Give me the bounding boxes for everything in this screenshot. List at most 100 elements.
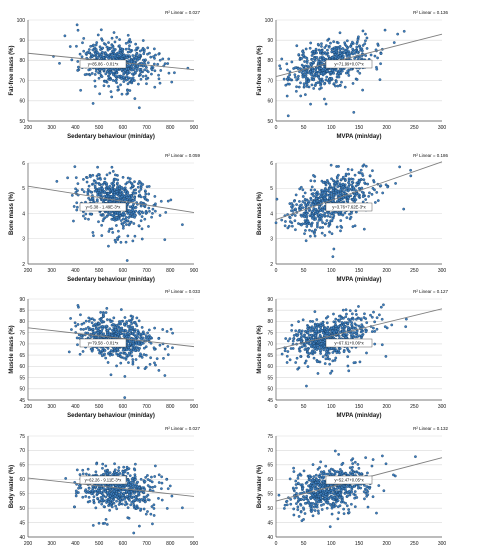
data-point	[339, 192, 341, 194]
data-point	[143, 53, 145, 55]
data-point	[333, 493, 335, 495]
data-point	[342, 214, 344, 216]
data-point	[307, 365, 309, 367]
data-point	[303, 83, 305, 85]
x-tick-label: 300	[438, 125, 447, 131]
x-tick-label: 700	[142, 541, 151, 547]
data-point	[151, 69, 153, 71]
data-point	[359, 46, 361, 48]
data-point	[125, 42, 127, 44]
data-point	[160, 200, 162, 202]
data-point	[345, 45, 347, 47]
data-point	[100, 503, 102, 505]
data-point	[92, 49, 94, 51]
data-point	[112, 215, 114, 217]
data-point	[370, 54, 372, 56]
data-point	[117, 75, 119, 77]
data-point	[106, 46, 108, 48]
data-point	[130, 61, 132, 63]
data-point	[291, 61, 293, 63]
data-point	[363, 498, 365, 500]
data-point	[147, 62, 149, 64]
data-point	[68, 351, 70, 353]
data-point	[368, 192, 370, 194]
data-point	[330, 164, 332, 166]
data-point	[129, 38, 131, 40]
x-tick-label: 800	[166, 404, 175, 410]
y-tick-label: 100	[265, 18, 274, 24]
data-point	[291, 324, 293, 326]
data-point	[313, 342, 315, 344]
data-point	[316, 326, 318, 328]
data-point	[102, 57, 104, 59]
data-point	[322, 356, 324, 358]
data-point	[372, 458, 374, 460]
data-point	[414, 455, 416, 457]
data-point	[117, 230, 119, 232]
data-point	[355, 310, 357, 312]
data-point	[141, 338, 143, 340]
data-point	[138, 342, 140, 344]
data-point	[103, 85, 105, 87]
data-point	[127, 41, 129, 43]
data-point	[310, 504, 312, 506]
y-tick-label: 70	[19, 78, 25, 84]
data-point	[329, 185, 331, 187]
data-point	[300, 340, 302, 342]
y-tick-label: 80	[19, 58, 25, 64]
data-point	[374, 201, 376, 203]
scatter-points	[68, 304, 174, 399]
y-tick-label: 65	[19, 463, 25, 469]
data-point	[319, 340, 321, 342]
data-point	[119, 332, 121, 334]
y-tick-label: 40	[19, 535, 25, 541]
data-point	[116, 36, 118, 38]
data-point	[98, 183, 100, 185]
data-point	[137, 349, 139, 351]
data-point	[351, 169, 353, 171]
data-point	[77, 60, 79, 62]
x-tick-label: 200	[24, 268, 33, 274]
data-point	[380, 52, 382, 54]
data-point	[319, 461, 321, 463]
data-point	[337, 518, 339, 520]
data-point	[289, 338, 291, 340]
data-point	[324, 191, 326, 193]
data-point	[167, 487, 169, 489]
data-point	[363, 491, 365, 493]
data-point	[335, 69, 337, 71]
data-point	[125, 54, 127, 56]
r-squared-label: R² Linear = 0.027	[165, 10, 200, 15]
y-tick-label: 90	[19, 38, 25, 44]
data-point	[126, 57, 128, 59]
data-point	[382, 304, 384, 306]
data-point	[383, 490, 385, 492]
data-point	[294, 76, 296, 78]
data-point	[119, 190, 121, 192]
data-point	[320, 501, 322, 503]
data-point	[181, 223, 183, 225]
data-point	[348, 188, 350, 190]
data-point	[289, 220, 291, 222]
data-point	[372, 311, 374, 313]
data-point	[298, 367, 300, 369]
y-axis-title: Fat-free mass (%)	[9, 45, 15, 95]
data-point	[347, 326, 349, 328]
data-point	[317, 510, 319, 512]
data-point	[128, 491, 130, 493]
data-point	[403, 30, 405, 32]
data-point	[81, 56, 83, 58]
data-point	[328, 82, 330, 84]
data-point	[159, 344, 161, 346]
data-point	[98, 77, 100, 79]
data-point	[296, 335, 298, 337]
data-point	[299, 188, 301, 190]
data-point	[110, 349, 112, 351]
data-point	[279, 67, 281, 69]
data-point	[98, 188, 100, 190]
data-point	[122, 213, 124, 215]
data-point	[284, 350, 286, 352]
equation-label: y=71.99+0.07*x	[334, 62, 364, 67]
data-point	[123, 335, 125, 337]
